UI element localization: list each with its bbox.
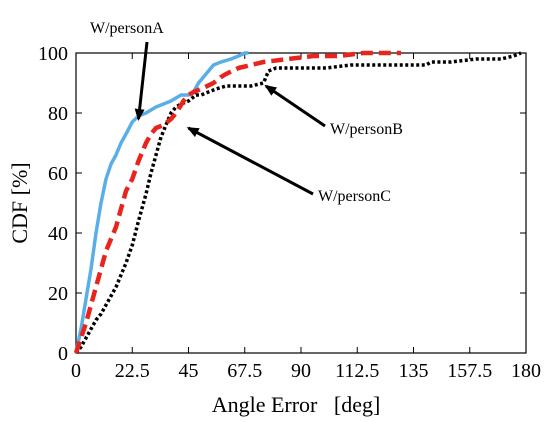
y-tick-label: 40 [48,223,68,245]
y-axis-label: CDF [%] [7,162,32,243]
x-tick-label: 22.5 [115,360,150,382]
y-tick-label: 60 [48,163,68,185]
annotation-arrow-w-persona [134,41,149,121]
annotation-label-w-persona: W/personA [90,20,164,37]
annotation-label-w-personb: W/personB [330,121,403,138]
y-axis-ticks: 0 20 40 60 80 100 [38,43,526,365]
series-line-w-personc [73,50,401,354]
annotation-arrow-w-personc [186,126,314,196]
x-tick-label: 180 [511,360,541,382]
x-axis-ticks: 0 22.5 45 67.5 90 112.5 135 157.5 180 [71,53,541,382]
annotation-layer: W/personA W/personB W/personC [90,20,403,205]
annotation-label-w-personc: W/personC [318,188,391,205]
x-tick-label: 135 [399,360,429,382]
x-tick-label: 0 [71,360,81,382]
y-tick-label: 20 [48,283,68,305]
x-tick-label: 157.5 [447,360,492,382]
x-tick-label: 45 [179,360,199,382]
x-tick-label: 67.5 [227,360,262,382]
y-tick-label: 80 [48,103,68,125]
x-tick-label: 90 [291,360,311,382]
annotation-arrow-w-personb [264,84,326,128]
y-tick-label: 0 [58,343,68,365]
series-line-w-persona [74,51,249,354]
x-axis-label: Angle Error [deg] [212,392,381,417]
series-line-w-personb [74,51,522,355]
x-tick-label: 112.5 [335,360,379,382]
series-layer [73,50,522,355]
y-tick-label: 100 [38,43,68,65]
